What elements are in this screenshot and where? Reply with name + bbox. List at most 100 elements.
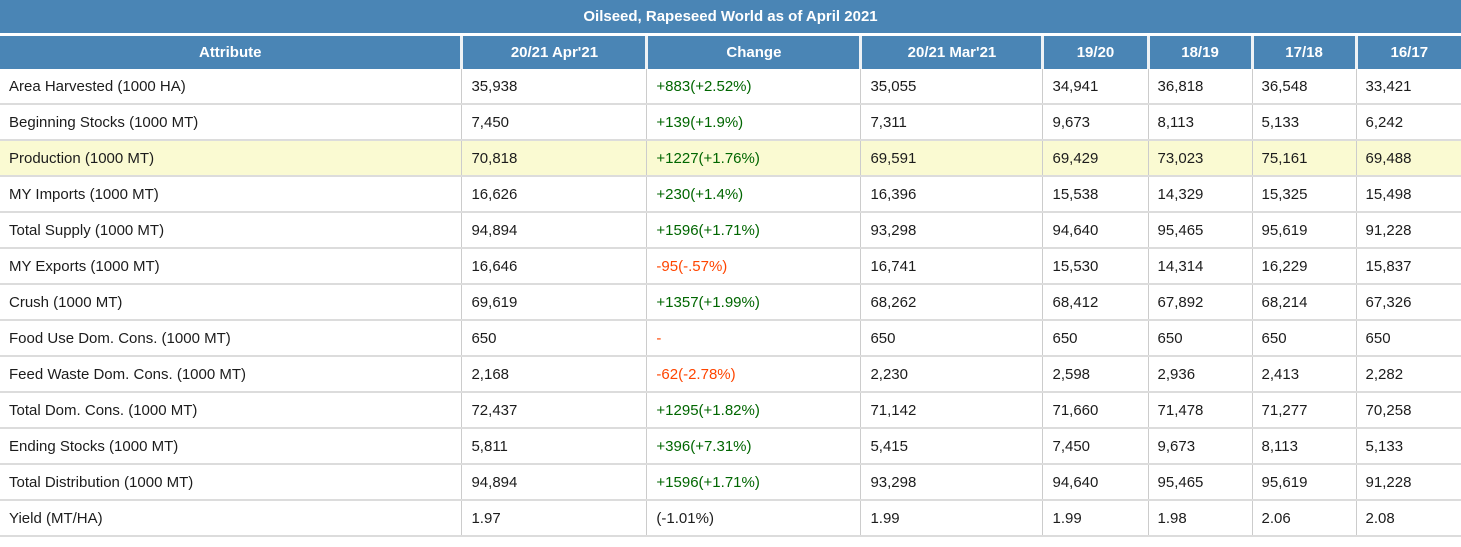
value-cell: 2.06: [1252, 500, 1356, 536]
column-header-1920: 19/20: [1043, 36, 1148, 69]
value-cell: 16,229: [1252, 248, 1356, 284]
value-cell: 36,548: [1252, 69, 1356, 104]
value-cell: 1.97: [462, 500, 647, 536]
value-cell: 34,941: [1043, 69, 1148, 104]
table-row[interactable]: Production (1000 MT)70,818+1227(+1.76%)6…: [0, 140, 1461, 176]
value-cell: 6,242: [1356, 104, 1461, 140]
column-header-current-month: 20/21 Apr'21: [462, 36, 647, 69]
table-row[interactable]: Crush (1000 MT)69,619+1357(+1.99%)68,262…: [0, 284, 1461, 320]
attribute-cell: Yield (MT/HA): [0, 500, 462, 536]
value-cell: 69,488: [1356, 140, 1461, 176]
value-cell: 2,230: [861, 356, 1043, 392]
value-cell: 5,415: [861, 428, 1043, 464]
table-body: Area Harvested (1000 HA)35,938+883(+2.52…: [0, 69, 1461, 536]
value-cell: 14,329: [1148, 176, 1252, 212]
table-row[interactable]: MY Imports (1000 MT)16,626+230(+1.4%)16,…: [0, 176, 1461, 212]
table-row[interactable]: Total Distribution (1000 MT)94,894+1596(…: [0, 464, 1461, 500]
value-cell: 70,818: [462, 140, 647, 176]
table-header: Attribute 20/21 Apr'21 Change 20/21 Mar'…: [0, 36, 1461, 69]
value-cell: 93,298: [861, 212, 1043, 248]
value-cell: 68,412: [1043, 284, 1148, 320]
table-row[interactable]: Yield (MT/HA)1.97(-1.01%)1.991.991.982.0…: [0, 500, 1461, 536]
change-cell: +1227(+1.76%): [647, 140, 861, 176]
change-cell: (-1.01%): [647, 500, 861, 536]
value-cell: 69,429: [1043, 140, 1148, 176]
value-cell: 2,598: [1043, 356, 1148, 392]
value-cell: 69,619: [462, 284, 647, 320]
value-cell: 7,450: [1043, 428, 1148, 464]
value-cell: 91,228: [1356, 212, 1461, 248]
value-cell: 7,311: [861, 104, 1043, 140]
attribute-cell: Area Harvested (1000 HA): [0, 69, 462, 104]
change-cell: +1357(+1.99%): [647, 284, 861, 320]
value-cell: 7,450: [462, 104, 647, 140]
value-cell: 15,325: [1252, 176, 1356, 212]
change-cell: -: [647, 320, 861, 356]
attribute-cell: MY Exports (1000 MT): [0, 248, 462, 284]
value-cell: 15,538: [1043, 176, 1148, 212]
value-cell: 2,168: [462, 356, 647, 392]
column-header-previous-month: 20/21 Mar'21: [861, 36, 1043, 69]
value-cell: 94,894: [462, 212, 647, 248]
column-header-1617: 16/17: [1356, 36, 1461, 69]
value-cell: 73,023: [1148, 140, 1252, 176]
table-row[interactable]: Total Supply (1000 MT)94,894+1596(+1.71%…: [0, 212, 1461, 248]
value-cell: 16,626: [462, 176, 647, 212]
value-cell: 2,413: [1252, 356, 1356, 392]
change-cell: +883(+2.52%): [647, 69, 861, 104]
value-cell: 2.08: [1356, 500, 1461, 536]
table-row[interactable]: Feed Waste Dom. Cons. (1000 MT)2,168-62(…: [0, 356, 1461, 392]
value-cell: 650: [861, 320, 1043, 356]
change-cell: +1596(+1.71%): [647, 464, 861, 500]
table-row[interactable]: MY Exports (1000 MT)16,646-95(-.57%)16,7…: [0, 248, 1461, 284]
table-row[interactable]: Total Dom. Cons. (1000 MT)72,437+1295(+1…: [0, 392, 1461, 428]
table-row[interactable]: Ending Stocks (1000 MT)5,811+396(+7.31%)…: [0, 428, 1461, 464]
value-cell: 71,660: [1043, 392, 1148, 428]
change-cell: +139(+1.9%): [647, 104, 861, 140]
value-cell: 5,133: [1356, 428, 1461, 464]
value-cell: 16,741: [861, 248, 1043, 284]
value-cell: 15,837: [1356, 248, 1461, 284]
value-cell: 95,619: [1252, 464, 1356, 500]
value-cell: 71,277: [1252, 392, 1356, 428]
value-cell: 5,133: [1252, 104, 1356, 140]
value-cell: 650: [462, 320, 647, 356]
commodity-table-panel: Oilseed, Rapeseed World as of April 2021…: [0, 0, 1461, 537]
value-cell: 35,055: [861, 69, 1043, 104]
attribute-cell: Total Supply (1000 MT): [0, 212, 462, 248]
table-title: Oilseed, Rapeseed World as of April 2021: [0, 0, 1461, 33]
table-row[interactable]: Area Harvested (1000 HA)35,938+883(+2.52…: [0, 69, 1461, 104]
value-cell: 35,938: [462, 69, 647, 104]
value-cell: 67,326: [1356, 284, 1461, 320]
value-cell: 75,161: [1252, 140, 1356, 176]
attribute-cell: Total Dom. Cons. (1000 MT): [0, 392, 462, 428]
value-cell: 1.98: [1148, 500, 1252, 536]
value-cell: 94,894: [462, 464, 647, 500]
column-header-attribute: Attribute: [0, 36, 462, 69]
table-row[interactable]: Food Use Dom. Cons. (1000 MT)650-6506506…: [0, 320, 1461, 356]
value-cell: 93,298: [861, 464, 1043, 500]
attribute-cell: Ending Stocks (1000 MT): [0, 428, 462, 464]
attribute-cell: Food Use Dom. Cons. (1000 MT): [0, 320, 462, 356]
attribute-cell: Crush (1000 MT): [0, 284, 462, 320]
value-cell: 94,640: [1043, 464, 1148, 500]
change-cell: +1295(+1.82%): [647, 392, 861, 428]
value-cell: 15,530: [1043, 248, 1148, 284]
value-cell: 15,498: [1356, 176, 1461, 212]
attribute-cell: Beginning Stocks (1000 MT): [0, 104, 462, 140]
change-cell: -62(-2.78%): [647, 356, 861, 392]
value-cell: 650: [1043, 320, 1148, 356]
column-header-1718: 17/18: [1252, 36, 1356, 69]
value-cell: 69,591: [861, 140, 1043, 176]
table-row[interactable]: Beginning Stocks (1000 MT)7,450+139(+1.9…: [0, 104, 1461, 140]
value-cell: 68,214: [1252, 284, 1356, 320]
attribute-cell: Total Distribution (1000 MT): [0, 464, 462, 500]
change-cell: +396(+7.31%): [647, 428, 861, 464]
value-cell: 36,818: [1148, 69, 1252, 104]
value-cell: 5,811: [462, 428, 647, 464]
value-cell: 2,282: [1356, 356, 1461, 392]
value-cell: 8,113: [1252, 428, 1356, 464]
value-cell: 72,437: [462, 392, 647, 428]
value-cell: 95,619: [1252, 212, 1356, 248]
value-cell: 16,646: [462, 248, 647, 284]
